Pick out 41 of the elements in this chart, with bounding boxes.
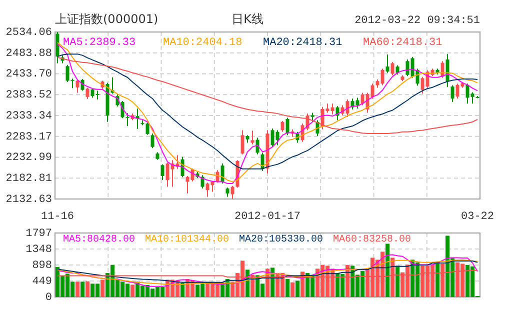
y-tick-label: 2534.06 — [6, 26, 52, 39]
y-tick-label: 0 — [45, 292, 52, 304]
x-tick-label: 2012-01-17 — [234, 211, 301, 223]
line-series — [57, 254, 478, 287]
bar — [386, 244, 390, 297]
y-tick-label: 1797 — [26, 228, 52, 240]
y-tick-label: 2383.52 — [6, 90, 52, 102]
y-tick-label: 2433.70 — [6, 68, 52, 81]
y-tick-label: 2283.17 — [6, 131, 52, 144]
y-tick-label: 1348 — [26, 244, 52, 256]
y-tick-label: 898 — [32, 260, 52, 272]
text: MA10:2404.18 — [163, 36, 242, 49]
x-tick-label: 11-16 — [40, 211, 74, 223]
bar — [180, 283, 184, 297]
x-tick-label: 03-22 — [460, 211, 494, 223]
bar — [286, 279, 290, 297]
text: MA60:2418.31 — [363, 36, 443, 49]
y-tick-label: 2182.81 — [6, 173, 52, 186]
bar — [80, 282, 84, 297]
text: MA60:83258.00 — [333, 234, 412, 246]
text: MA5:80428.00 — [63, 234, 136, 246]
bar — [396, 266, 400, 297]
y-tick-label: 2483.88 — [6, 48, 52, 60]
bar — [130, 284, 134, 297]
bar — [436, 262, 440, 297]
y-tick-label: 2232.99 — [6, 152, 52, 164]
y-tick-label: 449 — [32, 276, 52, 288]
bar — [296, 280, 300, 297]
series-label: MA5:2389.33 — [63, 36, 136, 49]
text: 2012-03-22 09:34:51 — [354, 15, 480, 27]
text: MA20:2418.31 — [263, 36, 343, 49]
text: MA20:105330.00 — [239, 234, 324, 246]
y-tick-label: 2132.63 — [6, 194, 52, 206]
bar — [290, 282, 294, 297]
y-tick-label: 2333.34 — [6, 110, 52, 122]
text: MA10:101344.00 — [145, 234, 230, 246]
chart-title: 上证指数(000001) — [55, 12, 158, 26]
bar — [86, 281, 90, 297]
bar — [100, 280, 104, 297]
chart-subtitle: 日K线 — [232, 12, 264, 26]
bar — [76, 282, 80, 297]
